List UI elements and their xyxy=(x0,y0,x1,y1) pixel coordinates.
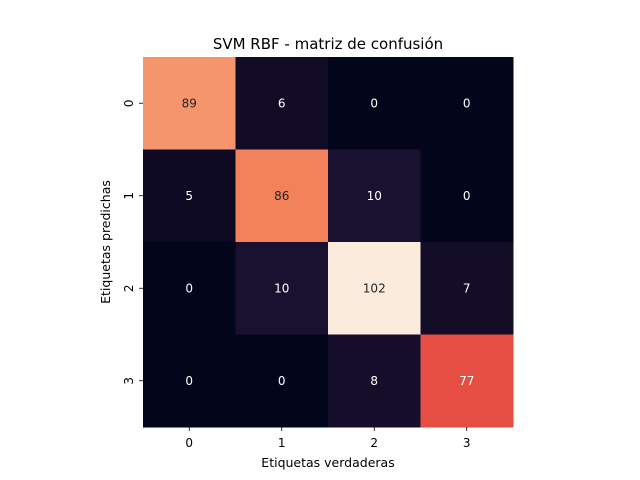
heatmap-cell-2-2 xyxy=(328,242,421,335)
cell-value-label: 0 xyxy=(370,96,378,110)
cell-value-label: 0 xyxy=(463,96,471,110)
cell-value-label: 7 xyxy=(463,281,471,295)
heatmap-cell-1-1 xyxy=(235,149,329,243)
x-tick-label: 3 xyxy=(463,436,471,450)
cell-value-label: 10 xyxy=(274,281,289,295)
heatmap-cells: 89 6 0 0 5 86 10 0 0 10 102 7 0 0 8 77 xyxy=(143,57,514,428)
x-tick-label: 1 xyxy=(278,436,286,450)
heatmap-cell-3-3 xyxy=(420,334,514,428)
heatmap-cell-2-0 xyxy=(143,242,236,335)
heatmap-cell-3-2 xyxy=(328,334,421,428)
cell-value-label: 86 xyxy=(274,189,289,203)
chart-title: SVM RBF - matriz de confusión xyxy=(213,35,443,53)
heatmap-cell-0-0 xyxy=(143,57,236,150)
y-axis-ticks: 0 1 2 3 xyxy=(122,99,143,385)
cell-value-label: 0 xyxy=(185,281,193,295)
heatmap-cell-3-0 xyxy=(143,334,236,428)
cell-value-label: 0 xyxy=(278,374,286,388)
y-tick-label: 1 xyxy=(122,192,136,200)
heatmap-cell-0-3 xyxy=(420,57,514,150)
heatmap-cell-1-2 xyxy=(328,149,421,243)
cell-value-label: 6 xyxy=(278,96,286,110)
heatmap-cell-3-1 xyxy=(235,334,329,428)
y-axis-label: Etiquetas predichas xyxy=(98,180,113,304)
heatmap-cell-0-1 xyxy=(235,57,329,150)
cell-value-label: 10 xyxy=(367,189,382,203)
cell-value-label: 0 xyxy=(185,374,193,388)
cell-value-label: 5 xyxy=(185,189,193,203)
x-tick-label: 0 xyxy=(185,436,193,450)
y-tick-label: 3 xyxy=(122,377,136,385)
heatmap-cell-1-3 xyxy=(420,149,514,243)
x-tick-label: 2 xyxy=(370,436,378,450)
heatmap-cell-2-1 xyxy=(235,242,329,335)
heatmap-cell-2-3 xyxy=(420,242,514,335)
x-axis-label: Etiquetas verdaderas xyxy=(261,455,394,470)
heatmap-cell-1-0 xyxy=(143,149,236,243)
cell-value-label: 102 xyxy=(363,281,386,295)
y-tick-label: 2 xyxy=(122,284,136,292)
cell-value-label: 77 xyxy=(459,374,474,388)
heatmap-cell-0-2 xyxy=(328,57,421,150)
cell-value-label: 8 xyxy=(370,374,378,388)
x-axis-ticks: 0 1 2 3 xyxy=(185,427,471,450)
cell-value-label: 89 xyxy=(182,96,197,110)
y-tick-label: 0 xyxy=(122,99,136,107)
cell-value-label: 0 xyxy=(463,189,471,203)
